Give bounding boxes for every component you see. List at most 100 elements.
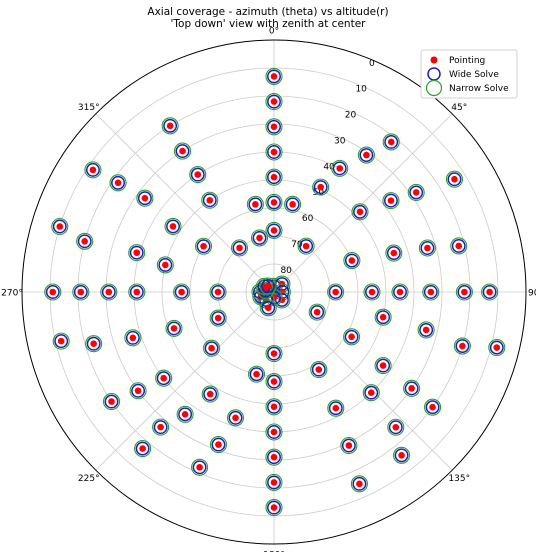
grid-spoke — [273, 113, 453, 293]
wide-solve-ring — [310, 305, 325, 320]
wide-solve-ring — [129, 285, 144, 299]
pointing-dot — [90, 340, 97, 348]
narrow-solve-ring — [481, 283, 499, 301]
wide-solve-ring — [196, 239, 211, 254]
narrow-solve-ring — [246, 195, 264, 213]
narrow-solve-ring — [265, 168, 283, 186]
wide-solve-ring — [409, 185, 424, 200]
wide-solve-ring — [125, 330, 140, 345]
pointing-dot — [114, 179, 122, 187]
narrow-solve-ring — [247, 365, 266, 383]
wide-solve-ring — [376, 358, 391, 373]
pointing-dot — [486, 288, 493, 296]
pointing-marker-group — [189, 166, 207, 184]
wide-solve-ring — [393, 285, 407, 299]
radial-tick-label: 70 — [291, 240, 303, 250]
pointing-marker-group — [246, 195, 264, 213]
pointing-marker-group — [128, 283, 146, 301]
pointing-dot — [390, 249, 398, 257]
narrow-solve-ring — [357, 146, 375, 164]
narrow-solve-ring — [165, 319, 183, 337]
pointing-marker-group — [382, 133, 400, 151]
narrow-solve-ring — [265, 93, 283, 111]
pointing-dot — [200, 242, 207, 250]
wide-solve-ring — [267, 223, 281, 238]
wide-solve-ring — [285, 197, 300, 212]
narrow-solve-ring — [382, 192, 400, 210]
radial-tick-label: 40 — [323, 162, 335, 172]
pointing-marker-group — [481, 283, 499, 301]
wide-solve-ring — [419, 322, 434, 337]
narrow-solve-ring — [450, 237, 468, 255]
narrow-solve-ring — [201, 191, 219, 209]
pointing-dot — [81, 237, 88, 245]
wide-solve-ring — [267, 399, 281, 414]
pointing-marker-group — [488, 338, 506, 357]
pointing-marker-group — [128, 244, 146, 262]
pointing-dot — [270, 227, 278, 234]
narrow-solve-ring — [259, 277, 277, 295]
wide-solve-ring — [447, 172, 462, 187]
pointing-dot — [302, 242, 310, 250]
narrow-solve-ring — [156, 256, 174, 274]
pointing-dot — [166, 122, 174, 130]
wide-solve-ring — [394, 448, 409, 463]
pointing-dot — [289, 201, 296, 208]
pointing-dot — [379, 362, 387, 369]
narrow-solve-ring — [455, 283, 473, 301]
narrow-solve-ring — [209, 283, 227, 301]
pointing-dot — [214, 314, 222, 322]
narrow-solve-ring — [391, 283, 409, 301]
pointing-dot — [313, 308, 321, 316]
pointing-dot — [408, 385, 415, 392]
chart-title-line-2: 'Top down' view with zenith at center — [171, 18, 367, 30]
pointing-dot — [253, 370, 260, 378]
pointing-marker-group — [165, 319, 183, 337]
pointing-dot — [270, 173, 278, 181]
wide-solve-ring — [267, 450, 281, 465]
legend-narrow-marker — [425, 79, 443, 97]
narrow-solve-ring — [387, 418, 405, 436]
narrow-solve-ring — [265, 423, 283, 441]
radial-tick-label: 80 — [280, 266, 292, 276]
pointing-marker-group — [351, 203, 369, 221]
pointing-dot — [232, 414, 239, 422]
narrow-solve-ring — [453, 337, 471, 355]
pointing-marker-group — [265, 499, 283, 517]
legend-pointing-marker — [430, 56, 438, 64]
angle-tick-label: 180° — [263, 551, 285, 552]
wide-solve-ring — [135, 441, 150, 456]
pointing-marker-group — [284, 195, 302, 213]
pointing-dot — [133, 249, 141, 256]
narrow-solve-ring — [265, 448, 283, 466]
pointing-dot — [162, 261, 169, 269]
wide-solve-ring — [52, 219, 67, 234]
wide-solve-ring — [45, 285, 60, 299]
pointing-dot — [396, 288, 404, 296]
pointing-marker-group — [418, 239, 436, 257]
narrow-solve-ring — [203, 339, 221, 357]
pointing-dot — [178, 288, 185, 296]
wide-solve-ring — [384, 135, 399, 149]
wide-solve-ring — [267, 145, 281, 159]
narrow-solve-ring — [164, 217, 182, 235]
pointing-marker-group — [265, 93, 283, 111]
narrow-solve-ring — [393, 446, 411, 464]
pointing-dot — [181, 411, 189, 418]
wide-solve-ring — [267, 94, 281, 109]
wide-solve-ring — [455, 339, 470, 353]
pointing-marker-group — [226, 409, 245, 427]
narrow-solve-ring — [72, 283, 90, 301]
narrow-solve-ring — [422, 283, 440, 301]
pointing-marker-group — [382, 192, 400, 210]
pointing-dot — [270, 453, 278, 461]
pointing-dot — [264, 304, 272, 312]
pointing-marker-group — [100, 283, 118, 301]
pointing-dot — [270, 98, 278, 105]
pointing-marker-group — [265, 118, 283, 136]
legend-entry-narrow-solve: Narrow Solve — [449, 84, 509, 94]
wide-solve-ring — [386, 246, 401, 261]
legend-entry-wide-solve: Wide Solve — [449, 70, 499, 80]
wide-solve-ring — [423, 285, 438, 299]
